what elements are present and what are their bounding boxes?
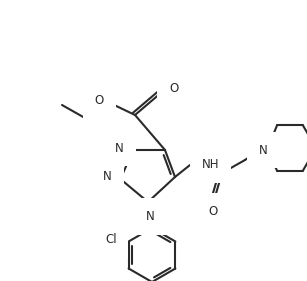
Text: O: O (169, 83, 178, 96)
Text: O: O (95, 94, 104, 108)
Text: O: O (208, 205, 218, 218)
Text: N: N (258, 144, 267, 157)
Text: N: N (115, 142, 124, 155)
Text: N: N (146, 210, 154, 223)
Text: Cl: Cl (105, 233, 117, 246)
Text: NH: NH (202, 158, 220, 171)
Text: N: N (103, 171, 112, 183)
